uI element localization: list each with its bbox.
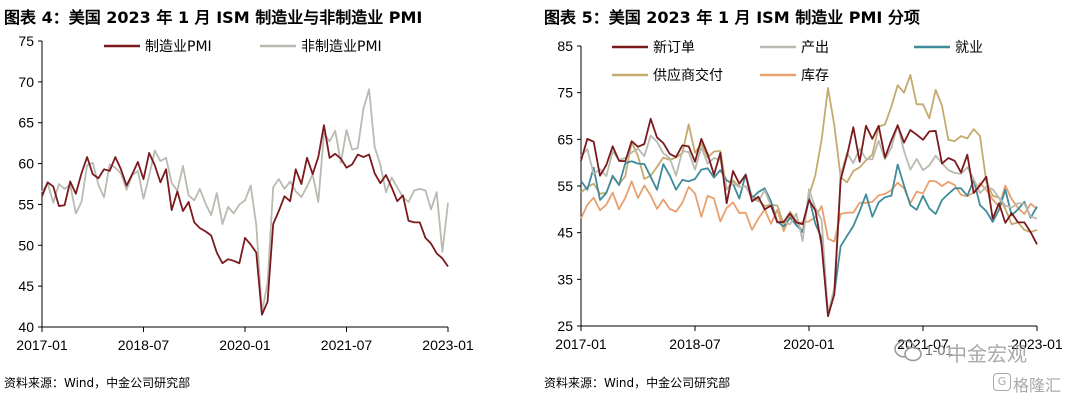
y-tick-label: 35 bbox=[557, 271, 573, 287]
x-tick-label: 2020-01 bbox=[219, 337, 271, 353]
y-tick-label: 65 bbox=[18, 115, 34, 131]
x-tick-label: 2018-07 bbox=[118, 337, 170, 353]
y-tick-label: 70 bbox=[18, 74, 34, 90]
watermark-brand: 中金宏观 bbox=[947, 342, 1027, 366]
chart-panel-pmi-components: 图表 5：美国 2023 年 1 月 ISM 制造业 PMI 分项 25 35 45… bbox=[540, 0, 1080, 400]
y-tick-label: 75 bbox=[557, 85, 573, 101]
chart-source: 资料来源：Wind，中金公司研究部 bbox=[4, 376, 191, 390]
legend-label: 就业 bbox=[955, 40, 983, 56]
x-tick-label: 2020-01 bbox=[783, 336, 835, 352]
y-tick-label: 55 bbox=[557, 178, 573, 194]
legend-label: 新订单 bbox=[653, 40, 695, 56]
chart-panel-manufacturing-vs-services: 图表 4：美国 2023 年 1 月 ISM 制造业与非制造业 PMI 40 45… bbox=[4, 8, 474, 390]
legend-label: 产出 bbox=[801, 40, 829, 56]
x-tick-label: 2018-07 bbox=[669, 336, 721, 352]
y-tick-label: 25 bbox=[557, 318, 573, 334]
series-line-0 bbox=[580, 117, 1038, 318]
chart-source: 资料来源：Wind，中金公司研究部 bbox=[544, 376, 731, 390]
legend-label: 非制造业PMI bbox=[301, 39, 382, 55]
series-line-1 bbox=[580, 123, 1038, 316]
chart-svg: 40 45 50 55 60 65 70 75 2017-01 2018-07 2020-01 202… bbox=[16, 33, 474, 353]
series-line-3 bbox=[580, 74, 1038, 234]
x-tick-label: 2021-07 bbox=[321, 337, 373, 353]
x-tick-label: 2023-01 bbox=[422, 337, 474, 353]
legend-label: 库存 bbox=[801, 68, 829, 84]
wechat-icon bbox=[894, 340, 922, 362]
y-tick-label: 45 bbox=[557, 225, 573, 241]
y-tick-label: 60 bbox=[18, 156, 34, 172]
y-tick-label: 75 bbox=[18, 33, 34, 49]
chart-title: 图表 4：美国 2023 年 1 月 ISM 制造业与非制造业 PMI bbox=[4, 8, 423, 27]
x-tick-label: 2017-01 bbox=[555, 336, 607, 352]
y-tick-label: 55 bbox=[18, 196, 34, 212]
watermark-brand2: 格隆汇 bbox=[1013, 376, 1062, 395]
watermark: 1-01 中金宏观 G 格隆汇 bbox=[885, 334, 1075, 395]
legend-label: 制造业PMI bbox=[145, 39, 212, 55]
gelonghui-logo-icon: G bbox=[993, 373, 1011, 391]
y-tick-label: 50 bbox=[18, 237, 34, 253]
series-line-2 bbox=[580, 160, 1038, 316]
x-tick-label: 2017-01 bbox=[16, 337, 68, 353]
series-line-4 bbox=[580, 179, 1038, 243]
legend-label: 供应商交付 bbox=[653, 67, 723, 84]
y-tick-label: 85 bbox=[557, 38, 573, 54]
x-tick-label: 2023-01 bbox=[1011, 336, 1063, 352]
chart-title: 图表 5：美国 2023 年 1 月 ISM 制造业 PMI 分项 bbox=[544, 8, 920, 27]
y-tick-label: 45 bbox=[18, 278, 34, 294]
series-line-1 bbox=[41, 88, 449, 314]
y-tick-label: 65 bbox=[557, 131, 573, 147]
y-tick-label: 40 bbox=[18, 319, 34, 335]
series-line-0 bbox=[41, 124, 449, 316]
watermark-overlap-text: 1-01 bbox=[925, 342, 954, 358]
